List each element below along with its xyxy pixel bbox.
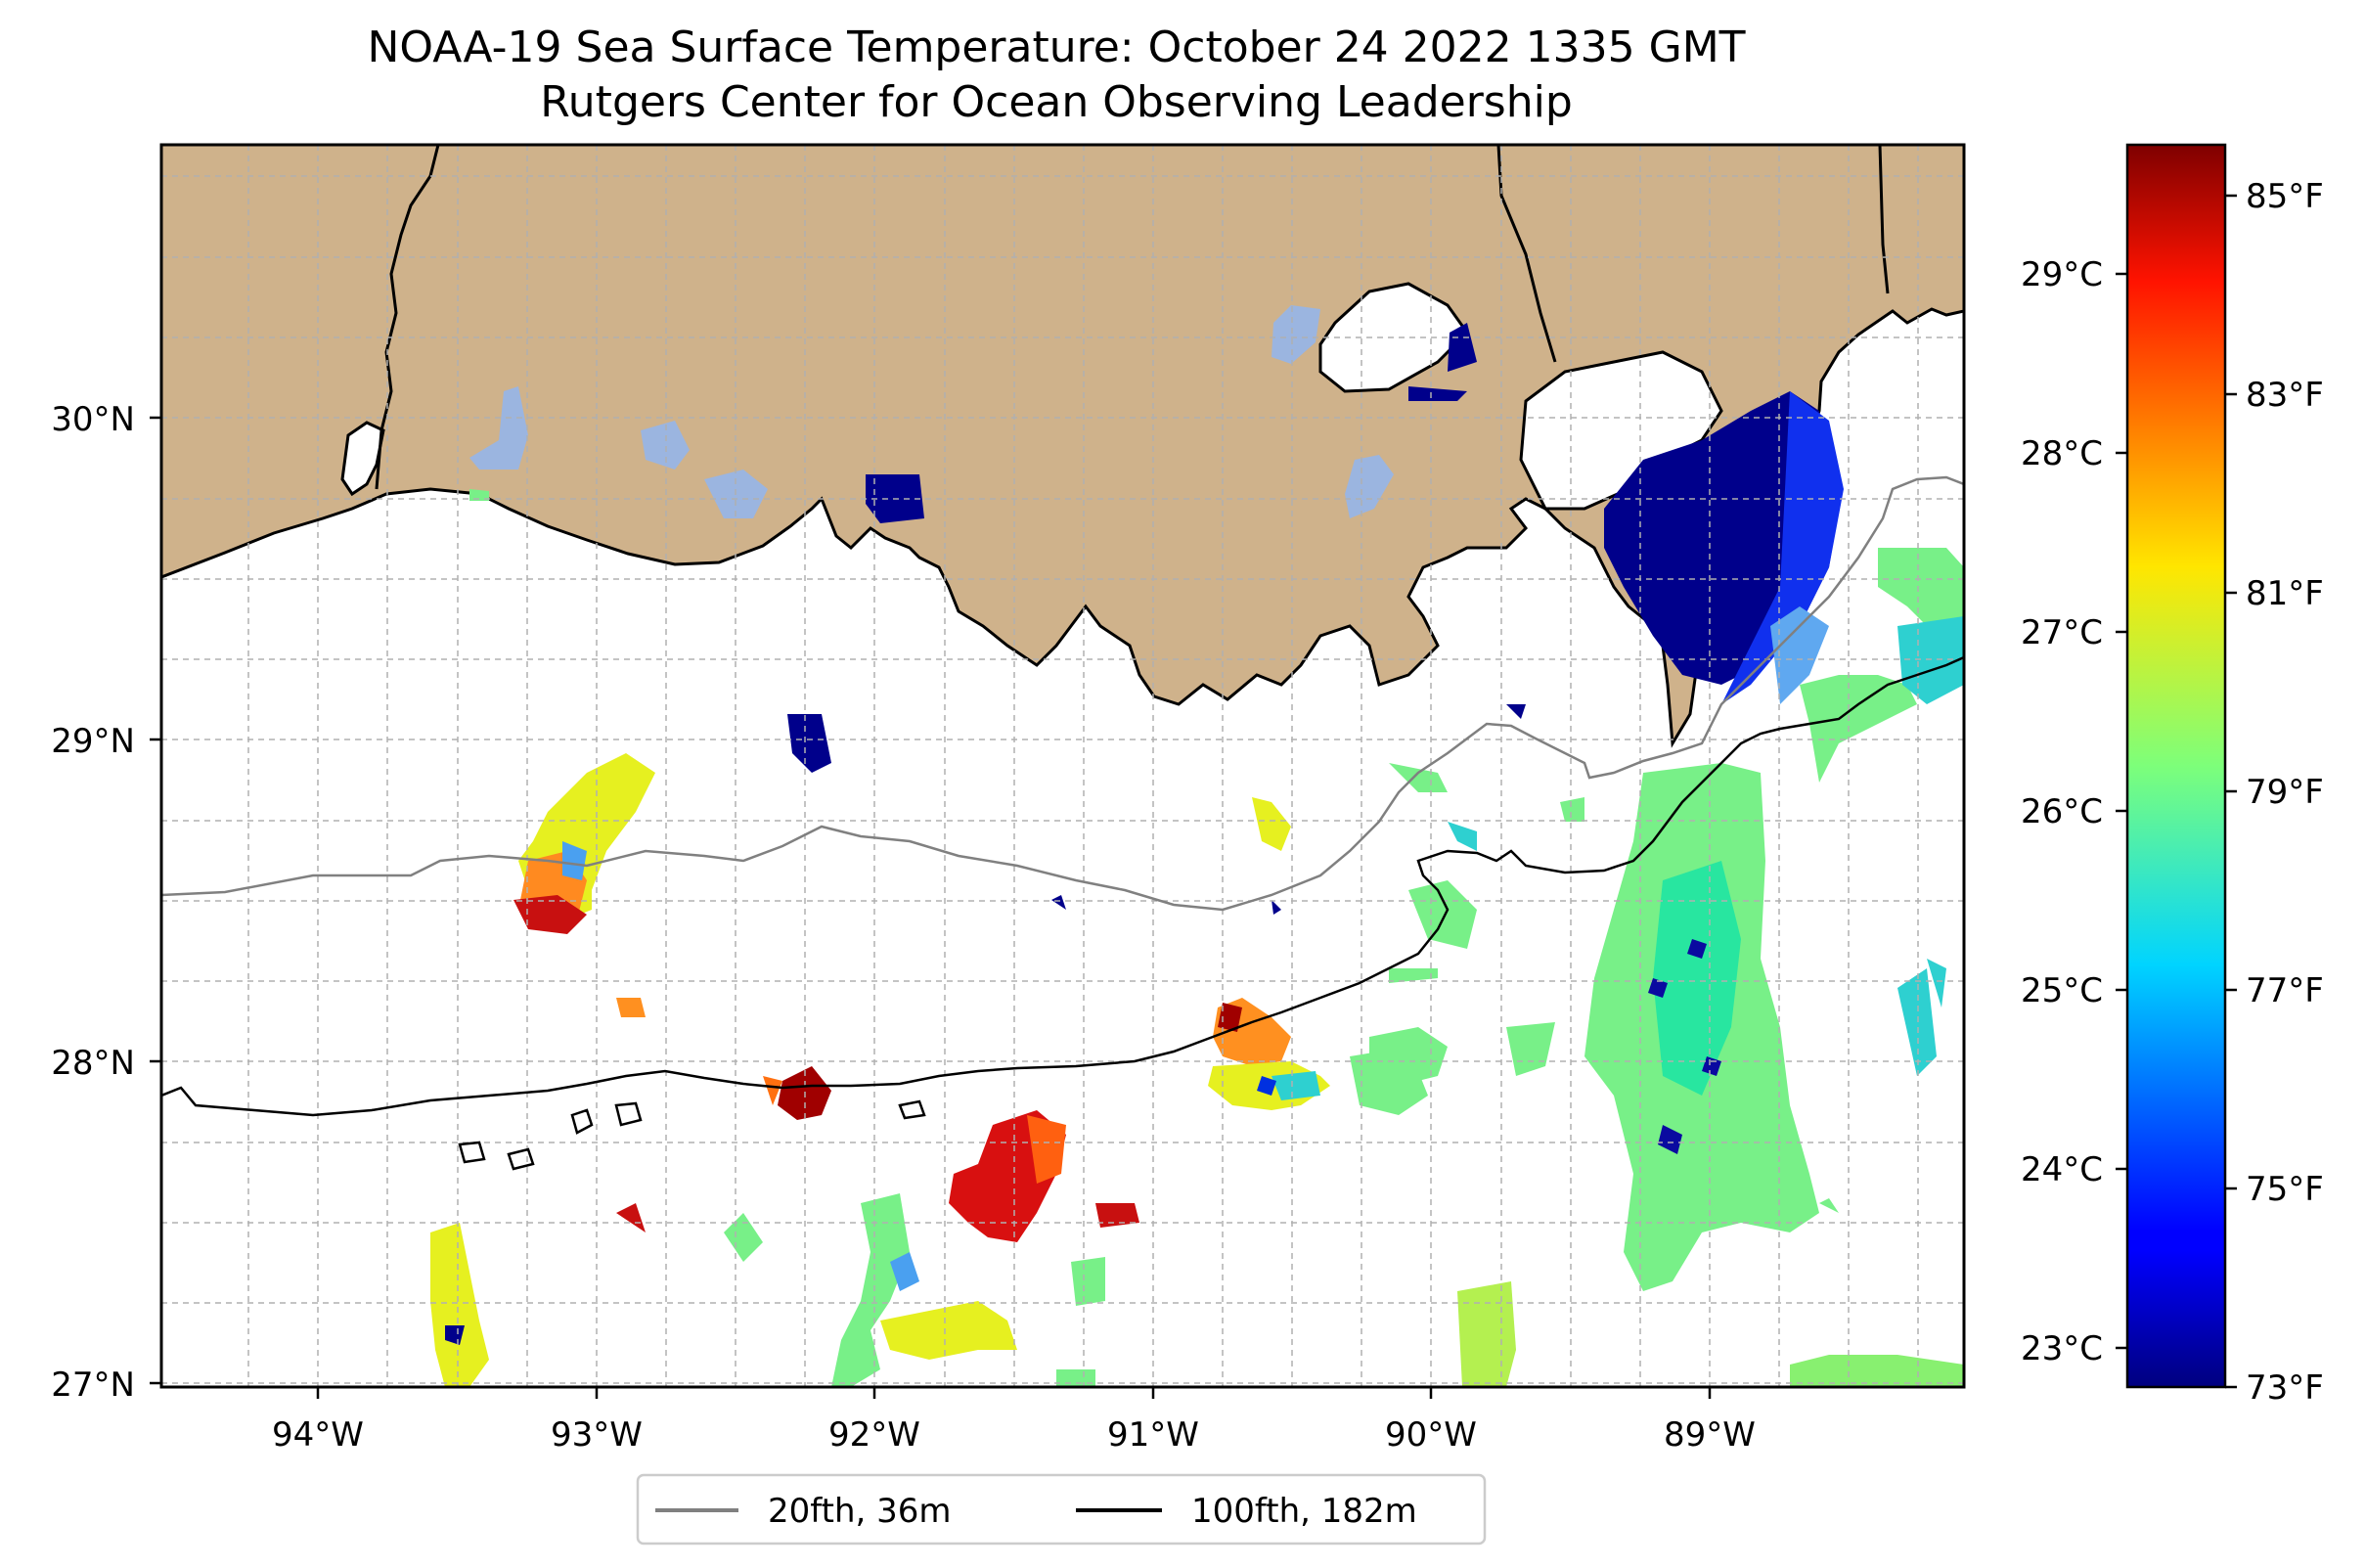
cb-c-label-0: 29°C <box>2021 255 2103 294</box>
lon-label-4: 90°W <box>1385 1415 1477 1455</box>
legend: 20fth, 36m 100fth, 182m <box>636 1473 1487 1546</box>
chart-subtitle: Rutgers Center for Ocean Observing Leade… <box>540 77 1573 127</box>
lake-blue-5 <box>1345 455 1394 518</box>
cb-c-label-6: 23°C <box>2021 1329 2103 1368</box>
cb-f-label-4: 77°F <box>2246 971 2324 1010</box>
lat-label-3: 27°N <box>51 1366 135 1405</box>
map-frame <box>159 143 1966 1389</box>
lat-label-1: 29°N <box>51 722 135 761</box>
legend-label-100fth: 100fth, 182m <box>1191 1492 1417 1531</box>
lon-label-0: 94°W <box>272 1415 364 1455</box>
lake-blue-3 <box>641 421 690 470</box>
cb-c-label-5: 24°C <box>2021 1150 2103 1189</box>
cb-f-label-6: 73°F <box>2246 1368 2324 1408</box>
cb-c-label-1: 28°C <box>2021 434 2103 473</box>
cb-f-label-1: 83°F <box>2246 376 2324 415</box>
colorbar <box>2125 143 2227 1389</box>
lon-axis <box>316 1387 1712 1399</box>
state-border-1 <box>375 145 440 490</box>
sst-patches <box>430 323 1964 1387</box>
cb-c-label-4: 25°C <box>2021 971 2103 1010</box>
contour-20fth <box>161 475 1964 912</box>
cb-c-label-3: 26°C <box>2021 792 2103 831</box>
lat-label-0: 30°N <box>51 400 135 439</box>
lon-label-5: 89°W <box>1664 1415 1756 1455</box>
lat-label-2: 28°N <box>51 1044 135 1083</box>
state-border-3 <box>1878 145 1890 294</box>
lat-axis <box>150 416 161 1385</box>
state-border-2 <box>1496 145 1557 363</box>
lon-label-2: 92°W <box>828 1415 920 1455</box>
contour-100fth-islands <box>458 1099 926 1171</box>
lake-blue-2 <box>469 386 528 470</box>
cb-f-label-2: 81°F <box>2246 574 2324 613</box>
cb-f-label-5: 75°F <box>2246 1170 2324 1209</box>
lon-label-1: 93°W <box>551 1415 643 1455</box>
cb-f-label-0: 85°F <box>2246 177 2324 216</box>
gridlines <box>161 145 1964 1387</box>
chart-title: NOAA-19 Sea Surface Temperature: October… <box>367 22 1746 72</box>
lake-white-2 <box>340 421 385 497</box>
contour-100fth <box>161 655 1964 1117</box>
cb-f-label-3: 79°F <box>2246 773 2324 812</box>
legend-label-20fth: 20fth, 36m <box>768 1492 952 1531</box>
colorbar-ticks <box>2116 194 2237 1389</box>
lon-label-3: 91°W <box>1107 1415 1199 1455</box>
lake-blue-1 <box>1272 305 1320 364</box>
cb-c-label-2: 27°C <box>2021 613 2103 652</box>
